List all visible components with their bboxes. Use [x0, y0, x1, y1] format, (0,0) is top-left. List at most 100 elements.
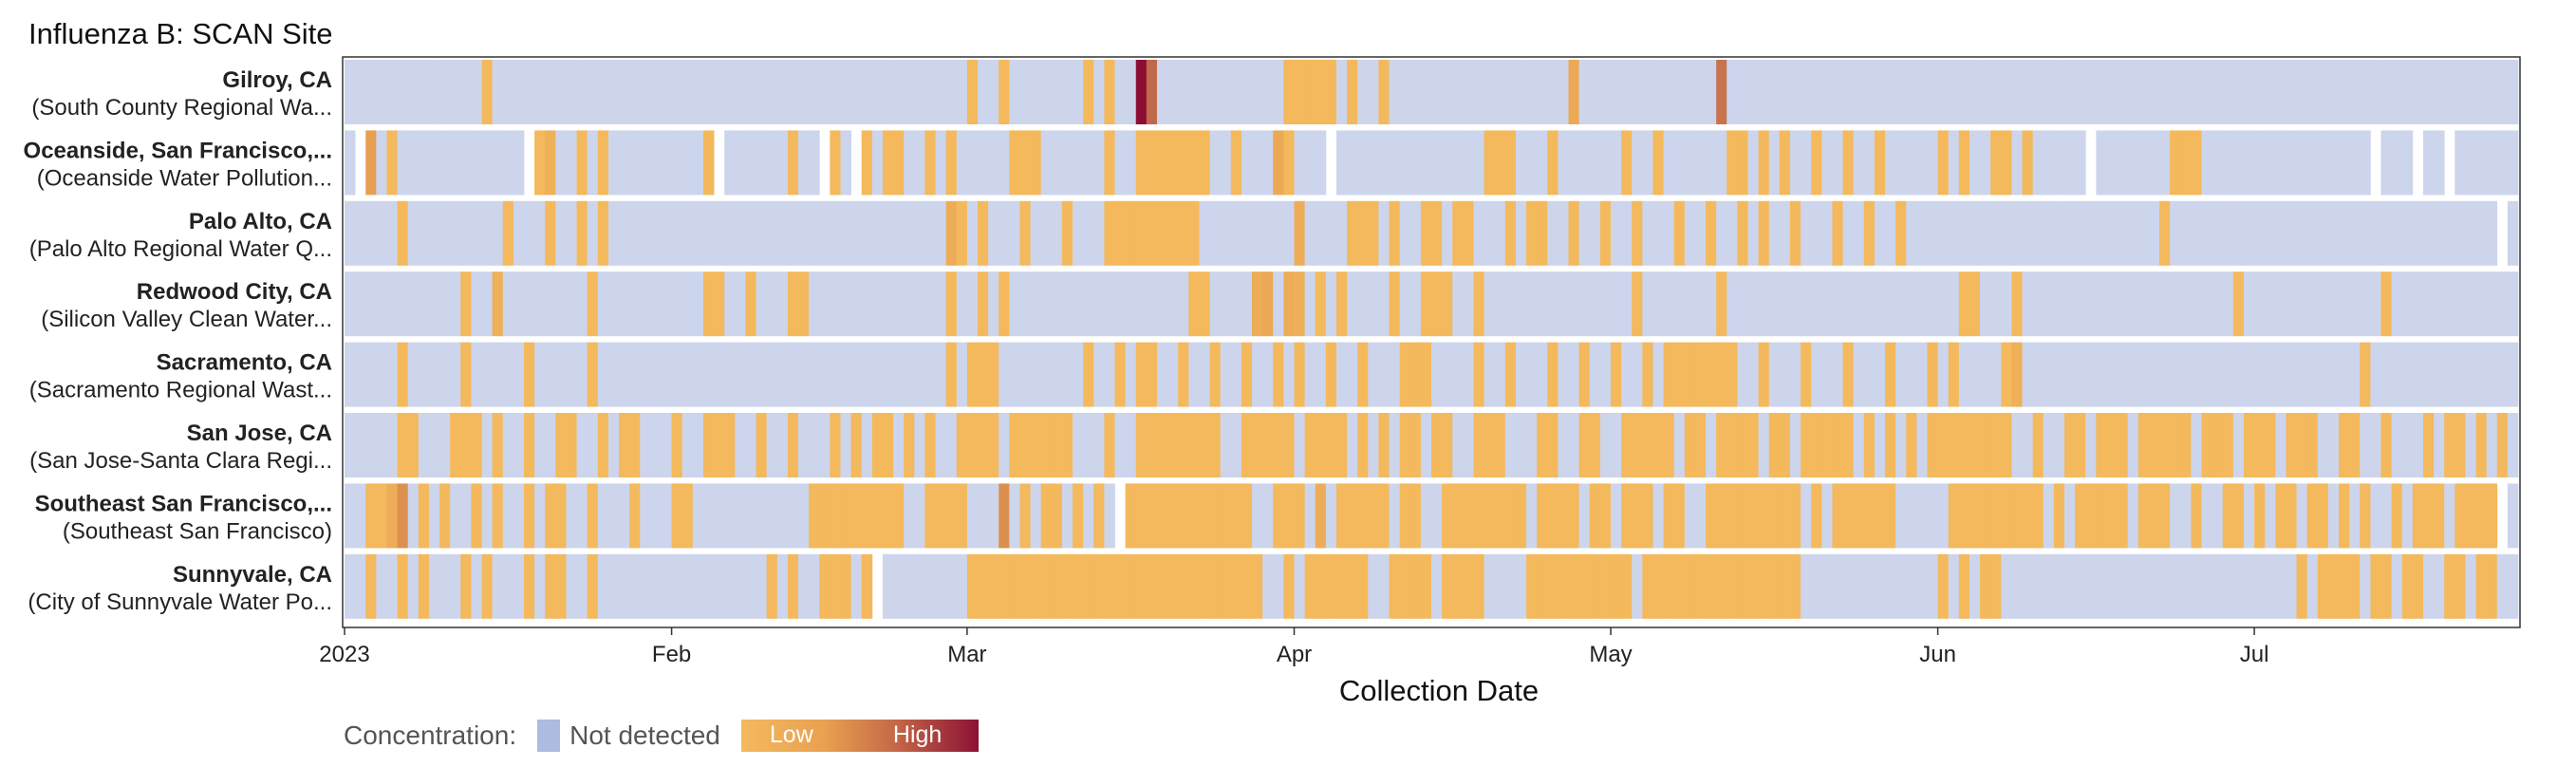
not-detected-cell: [2412, 60, 2424, 124]
not-detected-cell: [576, 60, 588, 124]
not-detected-cell: [1188, 342, 1200, 407]
not-detected-cell: [1716, 200, 1727, 266]
not-detected-cell: [1768, 271, 1781, 337]
detection-cell: [1885, 413, 1896, 477]
not-detected-cell: [1504, 271, 1517, 337]
not-detected-cell: [2137, 271, 2150, 337]
not-detected-cell: [2306, 553, 2319, 619]
not-detected-cell: [607, 413, 620, 477]
detection-cell: [1040, 553, 1053, 619]
not-detected-cell: [1357, 60, 1369, 124]
detection-cell: [1473, 553, 1484, 619]
not-detected-cell: [1526, 413, 1538, 477]
x-tick-label: Jun: [1919, 642, 1956, 667]
not-detected-cell: [1389, 413, 1401, 477]
not-detected-cell: [2391, 130, 2403, 196]
not-detected-cell: [1916, 553, 1928, 619]
not-detected-cell: [1073, 60, 1084, 124]
detection-cell: [587, 342, 599, 407]
not-detected-cell: [1494, 60, 1506, 124]
detection-cell: [492, 271, 504, 337]
detection-cell: [1178, 342, 1189, 407]
not-detected-cell: [840, 271, 851, 337]
not-detected-cell: [1558, 342, 1569, 407]
detection-cell: [787, 130, 799, 196]
not-detected-cell: [2001, 271, 2012, 337]
not-detected-cell: [619, 130, 630, 196]
not-detected-cell: [735, 483, 746, 549]
not-detected-cell: [1789, 271, 1801, 337]
not-detected-cell: [1895, 413, 1907, 477]
detection-cell: [2222, 413, 2234, 477]
not-detected-cell: [2286, 60, 2297, 124]
not-detected-cell: [977, 130, 989, 196]
not-detected-cell: [587, 60, 599, 124]
not-detected-cell: [914, 60, 925, 124]
detection-cell: [1135, 60, 1148, 124]
detection-cell: [2349, 553, 2361, 619]
not-detected-cell: [1442, 60, 1453, 124]
not-detected-cell: [1515, 200, 1527, 266]
not-detected-cell: [2159, 60, 2171, 124]
not-detected-cell: [492, 342, 504, 407]
not-detected-cell: [2011, 130, 2023, 196]
not-detected-cell: [1114, 130, 1127, 196]
not-detected-cell: [745, 130, 756, 196]
detection-cell: [2465, 483, 2476, 549]
detection-cell: [1621, 130, 1633, 196]
detection-cell: [1199, 130, 1210, 196]
not-detected-cell: [619, 342, 630, 407]
not-detected-cell: [1252, 342, 1263, 407]
not-detected-cell: [1073, 200, 1084, 266]
not-detected-cell: [787, 342, 799, 407]
detection-cell: [1420, 271, 1432, 337]
detection-cell: [861, 483, 873, 549]
not-detected-cell: [629, 342, 641, 407]
not-detected-cell: [724, 130, 736, 196]
detection-cell: [966, 553, 979, 619]
detection-cell: [1526, 553, 1538, 619]
detection-cell: [1716, 553, 1727, 619]
detection-cell: [1315, 413, 1327, 477]
detection-cell: [1758, 200, 1770, 266]
not-detected-cell: [1093, 200, 1105, 266]
not-detected-cell: [2391, 413, 2403, 477]
detection-cell: [1958, 130, 1970, 196]
not-detected-cell: [2380, 200, 2393, 266]
not-detected-cell: [1420, 60, 1432, 124]
detection-cell: [1727, 483, 1738, 549]
detection-cell: [1463, 483, 1474, 549]
detection-cell: [1135, 342, 1148, 407]
not-detected-cell: [2148, 553, 2160, 619]
not-detected-cell: [523, 271, 535, 337]
not-detected-cell: [1694, 200, 1707, 266]
not-detected-cell: [1399, 60, 1411, 124]
not-detected-cell: [545, 413, 556, 477]
not-detected-cell: [2137, 553, 2150, 619]
detection-cell: [702, 130, 715, 196]
not-detected-cell: [1599, 130, 1612, 196]
detection-cell: [2296, 413, 2308, 477]
not-detected-cell: [1706, 130, 1717, 196]
not-detected-cell: [1906, 342, 1917, 407]
detection-cell: [2011, 271, 2023, 337]
detection-cell: [1578, 342, 1591, 407]
not-detected-cell: [893, 200, 905, 266]
row-label-site: (Sacramento Regional Wast...: [29, 378, 332, 403]
not-detected-cell: [2022, 200, 2034, 266]
detection-cell: [2475, 483, 2488, 549]
not-detected-cell: [1452, 342, 1464, 407]
not-detected-cell: [1874, 413, 1886, 477]
detection-cell: [882, 130, 894, 196]
not-detected-cell: [735, 553, 746, 619]
detection-cell: [1832, 413, 1843, 477]
detection-cell: [1874, 483, 1886, 549]
not-detected-cell: [2201, 200, 2213, 266]
detection-cell: [924, 413, 936, 477]
not-detected-cell: [2306, 130, 2319, 196]
not-detected-cell: [850, 60, 863, 124]
not-detected-cell: [882, 342, 894, 407]
not-detected-cell: [1632, 130, 1643, 196]
detection-cell: [1937, 130, 1950, 196]
not-detected-cell: [1357, 271, 1369, 337]
